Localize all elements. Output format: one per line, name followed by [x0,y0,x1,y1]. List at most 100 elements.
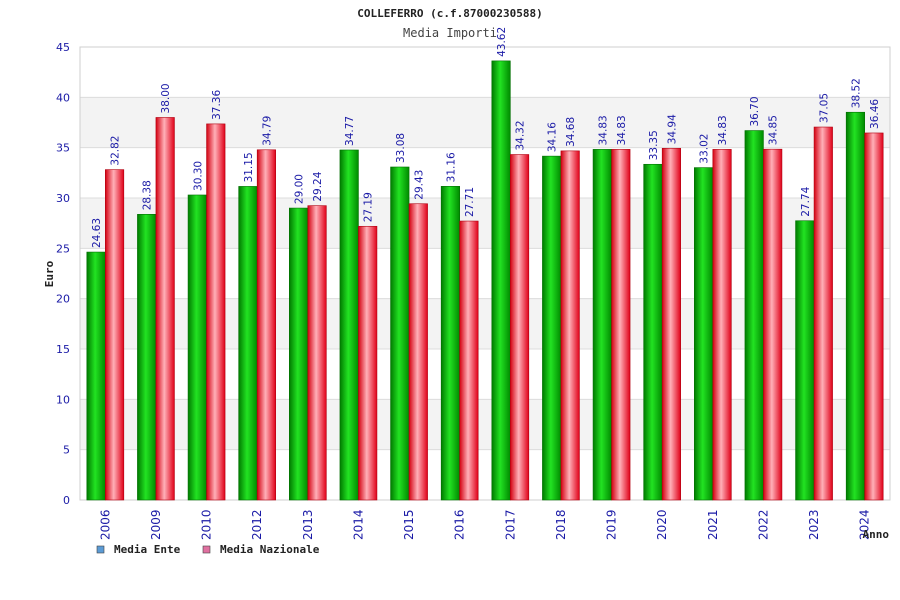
bar-media-ente [491,60,511,501]
x-tick-label: 2022 [756,509,770,540]
x-axis-title: Anno [863,528,890,541]
chart-subtitle: Media Importi [403,26,497,40]
bar-media-ente [86,251,106,501]
value-label-media-ente: 28.38 [142,180,154,210]
value-label-media-nazionale: 34.79 [261,116,273,146]
y-tick-label: 35 [56,142,70,155]
y-tick-label: 40 [56,91,70,104]
value-label-media-nazionale: 34.32 [515,120,527,150]
bar-media-nazionale [813,126,833,501]
bar-media-ente [187,194,207,501]
x-tick-label: 2024 [858,509,872,540]
value-label-media-nazionale: 34.83 [616,115,628,145]
bar-media-ente [795,220,815,501]
bar-media-ente [137,214,157,501]
bar-media-ente [744,130,764,501]
y-tick-label: 20 [56,293,70,306]
y-axis-ticks: 0 5 10 15 20 25 30 35 40 45 [56,41,70,507]
bar-media-nazionale [206,123,226,501]
value-label-media-nazionale: 34.83 [717,115,729,145]
x-tick-label: 2020 [655,509,669,540]
legend: Media Ente Media Nazionale [96,543,320,556]
bar-media-nazionale [763,148,783,501]
value-label-media-ente: 36.70 [749,96,761,126]
bar-media-nazionale [510,154,530,501]
bar-media-ente [238,186,258,501]
value-label-media-ente: 27.74 [800,186,812,216]
y-tick-label: 5 [63,444,70,457]
value-label-media-ente: 29.00 [294,174,306,204]
value-label-media-nazionale: 36.46 [869,99,881,129]
x-tick-label: 2021 [706,509,720,540]
value-label-media-nazionale: 32.82 [110,136,122,166]
bar-media-nazionale [408,203,428,501]
bar-media-ente [289,207,309,501]
x-tick-label: 2009 [149,509,163,540]
bars [86,60,884,501]
bar-media-nazionale [105,169,125,501]
y-tick-label: 0 [63,494,70,507]
chart-title: COLLEFERRO (c.f.87000230588) [357,7,542,20]
value-label-media-ente: 38.52 [850,78,862,108]
x-tick-label: 2019 [605,509,619,540]
legend-label-media-ente: Media Ente [114,543,181,556]
y-tick-label: 10 [56,393,70,406]
bar-media-nazionale [560,150,580,501]
value-label-media-ente: 34.83 [597,115,609,145]
value-label-media-ente: 43.62 [496,27,508,57]
y-tick-label: 25 [56,242,70,255]
bar-media-nazionale [358,225,378,501]
value-labels: 24.63 32.82 28.38 38.00 30.30 37.36 31.15 34.79… [91,27,881,248]
value-label-media-ente: 24.63 [91,218,103,248]
value-label-media-ente: 34.77 [344,116,356,146]
x-tick-label: 2023 [807,509,821,540]
value-label-media-nazionale: 37.36 [211,90,223,120]
x-tick-label: 2015 [402,509,416,540]
x-tick-label: 2018 [554,509,568,540]
y-tick-label: 15 [56,343,70,356]
value-label-media-nazionale: 37.05 [818,93,830,123]
value-label-media-nazionale: 34.85 [768,115,780,145]
legend-label-media-nazionale: Media Nazionale [220,543,320,556]
legend-swatch-media-nazionale [202,545,211,554]
y-tick-label: 45 [56,41,70,54]
value-label-media-nazionale: 27.71 [464,187,476,217]
value-label-media-ente: 33.08 [395,133,407,163]
bar-media-ente [339,149,359,501]
bar-media-nazionale [307,205,327,501]
x-tick-label: 2017 [503,509,517,540]
value-label-media-nazionale: 29.43 [413,170,425,200]
bar-media-nazionale [661,147,681,501]
value-label-media-ente: 33.35 [648,130,660,160]
value-label-media-nazionale: 27.19 [363,192,375,222]
bar-media-ente [845,111,865,501]
plot-area-border [79,46,891,501]
value-label-media-ente: 34.16 [547,122,559,152]
value-label-media-nazionale: 38.00 [160,83,172,113]
bar-media-ente [694,167,714,501]
bar-media-nazionale [611,149,631,501]
bar-media-ente [542,155,562,501]
x-tick-label: 2012 [250,509,264,540]
legend-swatch-media-ente [96,545,105,554]
value-label-media-ente: 31.15 [243,152,255,182]
value-label-media-ente: 31.16 [445,152,457,182]
value-label-media-nazionale: 29.24 [312,171,324,201]
value-label-media-nazionale: 34.94 [666,114,678,144]
value-label-media-ente: 33.02 [699,134,711,164]
bar-media-ente [440,186,460,501]
value-label-media-ente: 30.30 [192,161,204,191]
bar-media-nazionale [256,149,276,501]
x-tick-label: 2010 [200,509,214,540]
x-tick-label: 2016 [453,509,467,540]
bar-media-nazionale [712,149,732,501]
value-label-media-nazionale: 34.68 [565,117,577,147]
x-tick-label: 2014 [351,509,365,540]
bar-media-nazionale [459,220,479,501]
bar-media-ente [390,166,410,501]
x-tick-label: 2006 [98,509,112,540]
x-tick-label: 2013 [301,509,315,540]
x-axis-ticks: 2006 2009 2010 2012 2013 2014 2015 2016 2017 2018… [98,509,871,540]
bar-media-nazionale [155,117,175,501]
